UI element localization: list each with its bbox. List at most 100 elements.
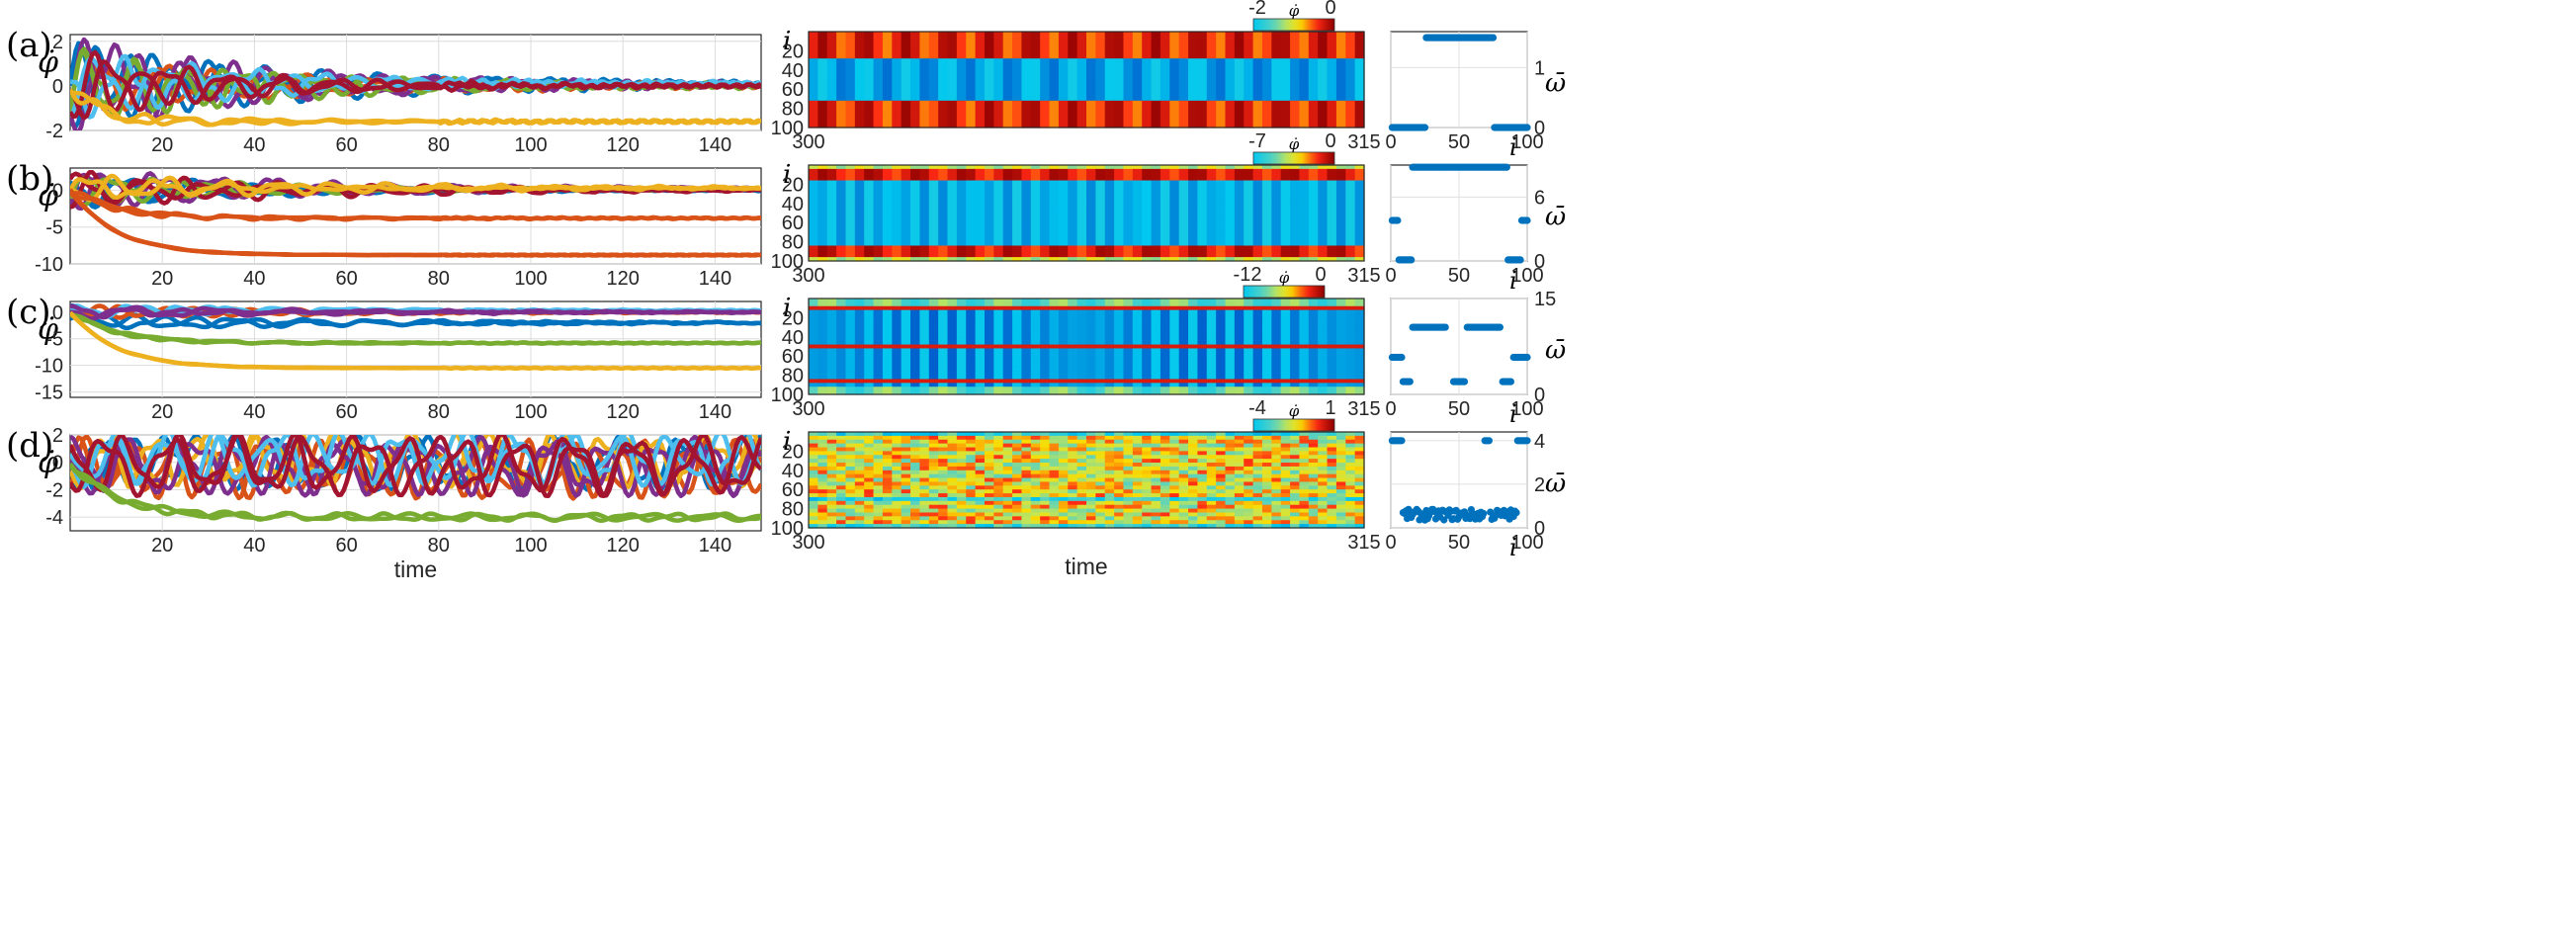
x-tick-label: 120 bbox=[607, 401, 640, 423]
heatmap-cell bbox=[1271, 89, 1282, 94]
heatmap-cell bbox=[966, 305, 977, 311]
heatmap-cell bbox=[845, 371, 856, 377]
heatmap-cell bbox=[1021, 226, 1032, 231]
heatmap-cell bbox=[1280, 124, 1291, 128]
heatmap-cell bbox=[1076, 222, 1087, 227]
heatmap-cell bbox=[919, 165, 930, 170]
heatmap-cell bbox=[901, 96, 911, 102]
heatmap-cell bbox=[1335, 120, 1346, 125]
heatmap-cell bbox=[1012, 207, 1023, 213]
heatmap-cell bbox=[1049, 180, 1060, 185]
heatmap-cell bbox=[956, 299, 967, 303]
heatmap-cell bbox=[947, 184, 958, 189]
heatmap-cell bbox=[1132, 120, 1143, 125]
heatmap-cell bbox=[873, 62, 884, 67]
heatmap-cell bbox=[928, 116, 939, 121]
heatmap-cell bbox=[836, 229, 847, 235]
heatmap-cell bbox=[938, 32, 949, 37]
heatmap-cell bbox=[1104, 73, 1115, 79]
heatmap-cell bbox=[1132, 233, 1143, 239]
heatmap-cell bbox=[882, 329, 893, 334]
heatmap-cell bbox=[928, 245, 939, 250]
heatmap-cell bbox=[1021, 317, 1032, 322]
heatmap-cell bbox=[1049, 375, 1060, 381]
heatmap-cell bbox=[1058, 313, 1069, 318]
heatmap-cell bbox=[1318, 96, 1329, 102]
series-line bbox=[70, 173, 761, 203]
heatmap-cell bbox=[1058, 356, 1069, 361]
heatmap-cell bbox=[1188, 207, 1198, 213]
heatmap-cell bbox=[1114, 46, 1125, 51]
heatmap-cell bbox=[854, 199, 865, 205]
heatmap-cell bbox=[1252, 77, 1263, 83]
heatmap-cell bbox=[1252, 124, 1263, 128]
heatmap-cell bbox=[1354, 81, 1365, 86]
heatmap-cell bbox=[826, 62, 837, 67]
heatmap-cell bbox=[1159, 192, 1170, 197]
heatmap-cell bbox=[1114, 89, 1125, 94]
heatmap-cell bbox=[1123, 192, 1134, 197]
heatmap-cell bbox=[1151, 229, 1161, 235]
heatmap-cell bbox=[873, 301, 884, 307]
heatmap-cell bbox=[956, 249, 967, 254]
heatmap-cell bbox=[1086, 62, 1096, 67]
heatmap-cell bbox=[1197, 116, 1208, 121]
heatmap-cell bbox=[993, 203, 1004, 209]
heatmap-cell bbox=[1327, 233, 1337, 239]
heatmap-cell bbox=[1002, 233, 1013, 239]
heatmap-cell bbox=[1030, 81, 1041, 86]
heatmap-cell bbox=[873, 124, 884, 128]
heatmap-cell bbox=[910, 50, 920, 55]
heatmap-cell bbox=[1271, 332, 1282, 338]
heatmap-cell bbox=[956, 85, 967, 90]
heatmap-cell bbox=[864, 237, 875, 243]
heatmap-cell bbox=[1159, 340, 1170, 346]
heatmap-cell bbox=[1188, 301, 1198, 307]
heatmap-cell bbox=[1308, 237, 1319, 243]
heatmap-cell bbox=[1123, 104, 1134, 110]
heatmap-cell bbox=[1188, 313, 1198, 318]
heatmap-cell bbox=[1271, 257, 1282, 262]
heatmap-cell bbox=[1299, 46, 1310, 51]
heatmap-cell bbox=[1354, 383, 1365, 387]
heatmap-cell bbox=[993, 257, 1004, 262]
heatmap-cell bbox=[1197, 367, 1208, 373]
heatmap-cell bbox=[1318, 207, 1329, 213]
heatmap-cell bbox=[1151, 93, 1161, 98]
heatmap-cell bbox=[1290, 89, 1301, 94]
heatmap-cell bbox=[938, 245, 949, 250]
heatmap-cell bbox=[1142, 93, 1153, 98]
heatmap-cell bbox=[882, 77, 893, 83]
heatmap-cell bbox=[1188, 340, 1198, 346]
heatmap-cell bbox=[809, 172, 818, 178]
heatmap-cell bbox=[1142, 313, 1153, 318]
heatmap-cell bbox=[901, 43, 911, 48]
heatmap-cell bbox=[1068, 390, 1078, 395]
heatmap-cell bbox=[1142, 165, 1153, 170]
heatmap-cell bbox=[1114, 176, 1125, 182]
heatmap-cell bbox=[1335, 58, 1346, 63]
heatmap-cell bbox=[1318, 309, 1329, 315]
heatmap-cell bbox=[1354, 249, 1365, 254]
heatmap-cell bbox=[809, 321, 818, 326]
heatmap-cell bbox=[1159, 203, 1170, 209]
heatmap-cell bbox=[864, 77, 875, 83]
heatmap-cell bbox=[984, 313, 994, 318]
heatmap-cell bbox=[1225, 329, 1236, 334]
heatmap-cell bbox=[1206, 348, 1217, 353]
heatmap-cell bbox=[873, 313, 884, 318]
heatmap-cell bbox=[1058, 229, 1069, 235]
heatmap-cell bbox=[1327, 116, 1337, 121]
heatmap-cell bbox=[836, 65, 847, 71]
heatmap-cell bbox=[1345, 207, 1356, 213]
heatmap-cell bbox=[993, 192, 1004, 197]
heatmap-cell bbox=[1234, 35, 1245, 41]
heatmap-cell bbox=[1132, 43, 1143, 48]
heatmap-cell bbox=[1197, 77, 1208, 83]
heatmap-cell bbox=[1002, 176, 1013, 182]
heatmap-cell bbox=[1123, 176, 1134, 182]
heatmap-cell bbox=[901, 39, 911, 44]
heatmap-cell bbox=[1076, 58, 1087, 63]
heatmap-cell bbox=[1345, 62, 1356, 67]
heatmap-cell bbox=[947, 383, 958, 387]
